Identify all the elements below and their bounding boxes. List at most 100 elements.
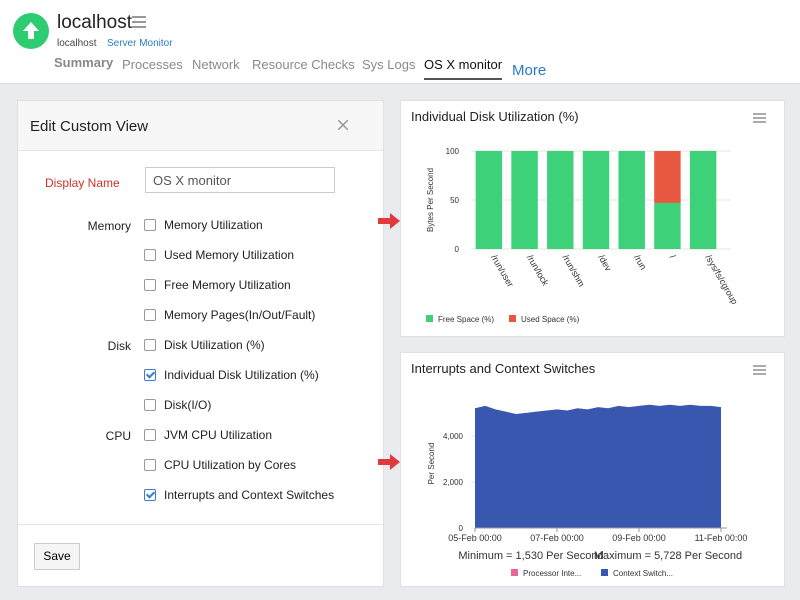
checkbox-label: CPU Utilization by Cores xyxy=(164,458,297,472)
legend-swatch xyxy=(509,315,516,322)
close-icon[interactable] xyxy=(338,120,348,130)
x-tick-label: /run/shm xyxy=(561,253,587,288)
breadcrumb[interactable]: localhost xyxy=(57,38,97,49)
checkbox[interactable] xyxy=(144,489,156,501)
up-arrow xyxy=(23,22,39,39)
dialog-header xyxy=(18,101,383,151)
y-tick-label: 0 xyxy=(455,245,460,254)
status-icon xyxy=(13,13,49,49)
dialog: Edit Custom View Display Name OS X monit… xyxy=(17,100,384,587)
x-tick-label: /dev xyxy=(596,253,613,273)
checkbox-label: Memory Pages(In/Out/Fault) xyxy=(164,308,316,322)
checkbox-row: CPU Utilization by Cores xyxy=(144,458,296,472)
checkbox[interactable] xyxy=(144,459,156,471)
checkbox-row: Interrupts and Context Switches xyxy=(144,488,334,502)
x-tick-label: 07-Feb 00:00 xyxy=(530,533,584,543)
checkbox[interactable] xyxy=(144,339,156,351)
checkbox-row: Disk Utilization (%) xyxy=(144,338,265,352)
bar xyxy=(654,151,681,203)
checkbox-label: Free Memory Utilization xyxy=(164,278,291,292)
x-tick-label: 05-Feb 00:00 xyxy=(448,533,502,543)
bar xyxy=(689,151,717,249)
legend-swatch xyxy=(601,569,608,576)
host-name: localhost xyxy=(57,12,132,33)
checkbox-label: JVM CPU Utilization xyxy=(164,428,273,442)
tab[interactable]: Network xyxy=(192,57,240,72)
area xyxy=(475,404,721,528)
legend-label[interactable]: Processor Inte... xyxy=(523,569,581,578)
menu-icon[interactable] xyxy=(753,113,766,123)
save-button[interactable]: Save xyxy=(34,543,80,570)
checkbox-row: Memory Utilization xyxy=(144,218,263,232)
checkbox-row: JVM CPU Utilization xyxy=(144,428,272,442)
tab[interactable]: Sys Logs xyxy=(362,57,416,72)
chart-panel: Individual Disk Utilization (%) Bytes Per… xyxy=(400,100,785,337)
checkbox-row: Individual Disk Utilization (%) xyxy=(144,368,319,382)
divider xyxy=(18,524,383,525)
checkbox-row: Disk(I/O) xyxy=(144,398,211,412)
breadcrumb[interactable]: Server Monitor xyxy=(107,38,173,49)
summary-text: Maximum = 5,728 Per Second xyxy=(594,550,742,562)
y-tick-label: 4,000 xyxy=(443,432,464,441)
x-tick-label: /run xyxy=(632,253,648,271)
chart-title: Individual Disk Utilization (%) xyxy=(411,109,579,124)
dialog-title: Edit Custom View xyxy=(30,118,149,135)
legend-swatch xyxy=(511,569,518,576)
checkbox[interactable] xyxy=(144,399,156,411)
field-label: Display Name xyxy=(45,176,120,190)
group-label: Memory xyxy=(87,219,131,233)
y-tick-label: 0 xyxy=(459,524,464,533)
checkbox[interactable] xyxy=(144,279,156,291)
legend-label[interactable]: Free Space (%) xyxy=(438,315,494,324)
summary-text: Minimum = 1,530 Per Second xyxy=(458,550,603,562)
bar xyxy=(475,151,503,249)
x-tick-label: 11-Feb 00:00 xyxy=(695,533,748,543)
y-tick-label: 50 xyxy=(450,196,459,205)
legend-label[interactable]: Context Switch... xyxy=(613,569,673,578)
x-tick-label: / xyxy=(668,253,678,261)
y-tick-label: 2,000 xyxy=(443,478,464,487)
checkbox[interactable] xyxy=(144,219,156,231)
y-axis-label: Per Second xyxy=(427,443,436,485)
chart-title: Interrupts and Context Switches xyxy=(411,361,596,376)
header: localhost localhost Server Monitor Summa… xyxy=(0,0,800,84)
more-link[interactable]: More xyxy=(512,62,547,79)
checkbox-label: Interrupts and Context Switches xyxy=(164,488,335,502)
checkbox[interactable] xyxy=(144,249,156,261)
menu-icon[interactable] xyxy=(753,365,766,375)
tab[interactable]: Summary xyxy=(54,55,114,70)
bar xyxy=(511,151,538,249)
tab[interactable]: Processes xyxy=(122,57,183,72)
bar xyxy=(654,202,681,249)
y-tick-label: 100 xyxy=(446,147,460,156)
legend-swatch xyxy=(426,315,433,322)
checkbox-row: Free Memory Utilization xyxy=(144,278,291,292)
text-input[interactable]: OS X monitor xyxy=(145,167,335,193)
chart: Interrupts and Context Switches Per Secon… xyxy=(411,361,766,578)
checkbox-label: Used Memory Utilization xyxy=(164,248,295,262)
checkbox-label: Disk Utilization (%) xyxy=(164,338,265,352)
checkbox[interactable] xyxy=(144,429,156,441)
tab[interactable]: OS X monitor xyxy=(424,57,503,80)
checkbox-row: Memory Pages(In/Out/Fault) xyxy=(144,308,315,322)
arrow-icon xyxy=(378,213,400,229)
bar xyxy=(547,151,574,249)
arrow-icon xyxy=(378,454,400,470)
group-label: Disk xyxy=(107,339,131,353)
checkbox-label: Individual Disk Utilization (%) xyxy=(164,368,319,382)
checkbox[interactable] xyxy=(144,309,156,321)
x-tick-label: /sys/fs/cgroup xyxy=(703,253,739,306)
checkbox-label: Memory Utilization xyxy=(164,218,263,232)
tab[interactable]: Resource Checks xyxy=(252,57,355,72)
x-tick-label: /run/lock xyxy=(525,253,551,288)
x-tick-label: 09-Feb 00:00 xyxy=(612,533,666,543)
checkbox-label: Disk(I/O) xyxy=(164,398,212,412)
x-tick-label: /run/user xyxy=(489,253,515,289)
menu-icon[interactable] xyxy=(132,16,146,28)
chart-panel: Interrupts and Context Switches Per Secon… xyxy=(400,352,785,587)
checkbox[interactable] xyxy=(144,369,156,381)
legend-label[interactable]: Used Space (%) xyxy=(521,315,580,324)
bar xyxy=(618,151,645,249)
bar xyxy=(582,151,610,249)
